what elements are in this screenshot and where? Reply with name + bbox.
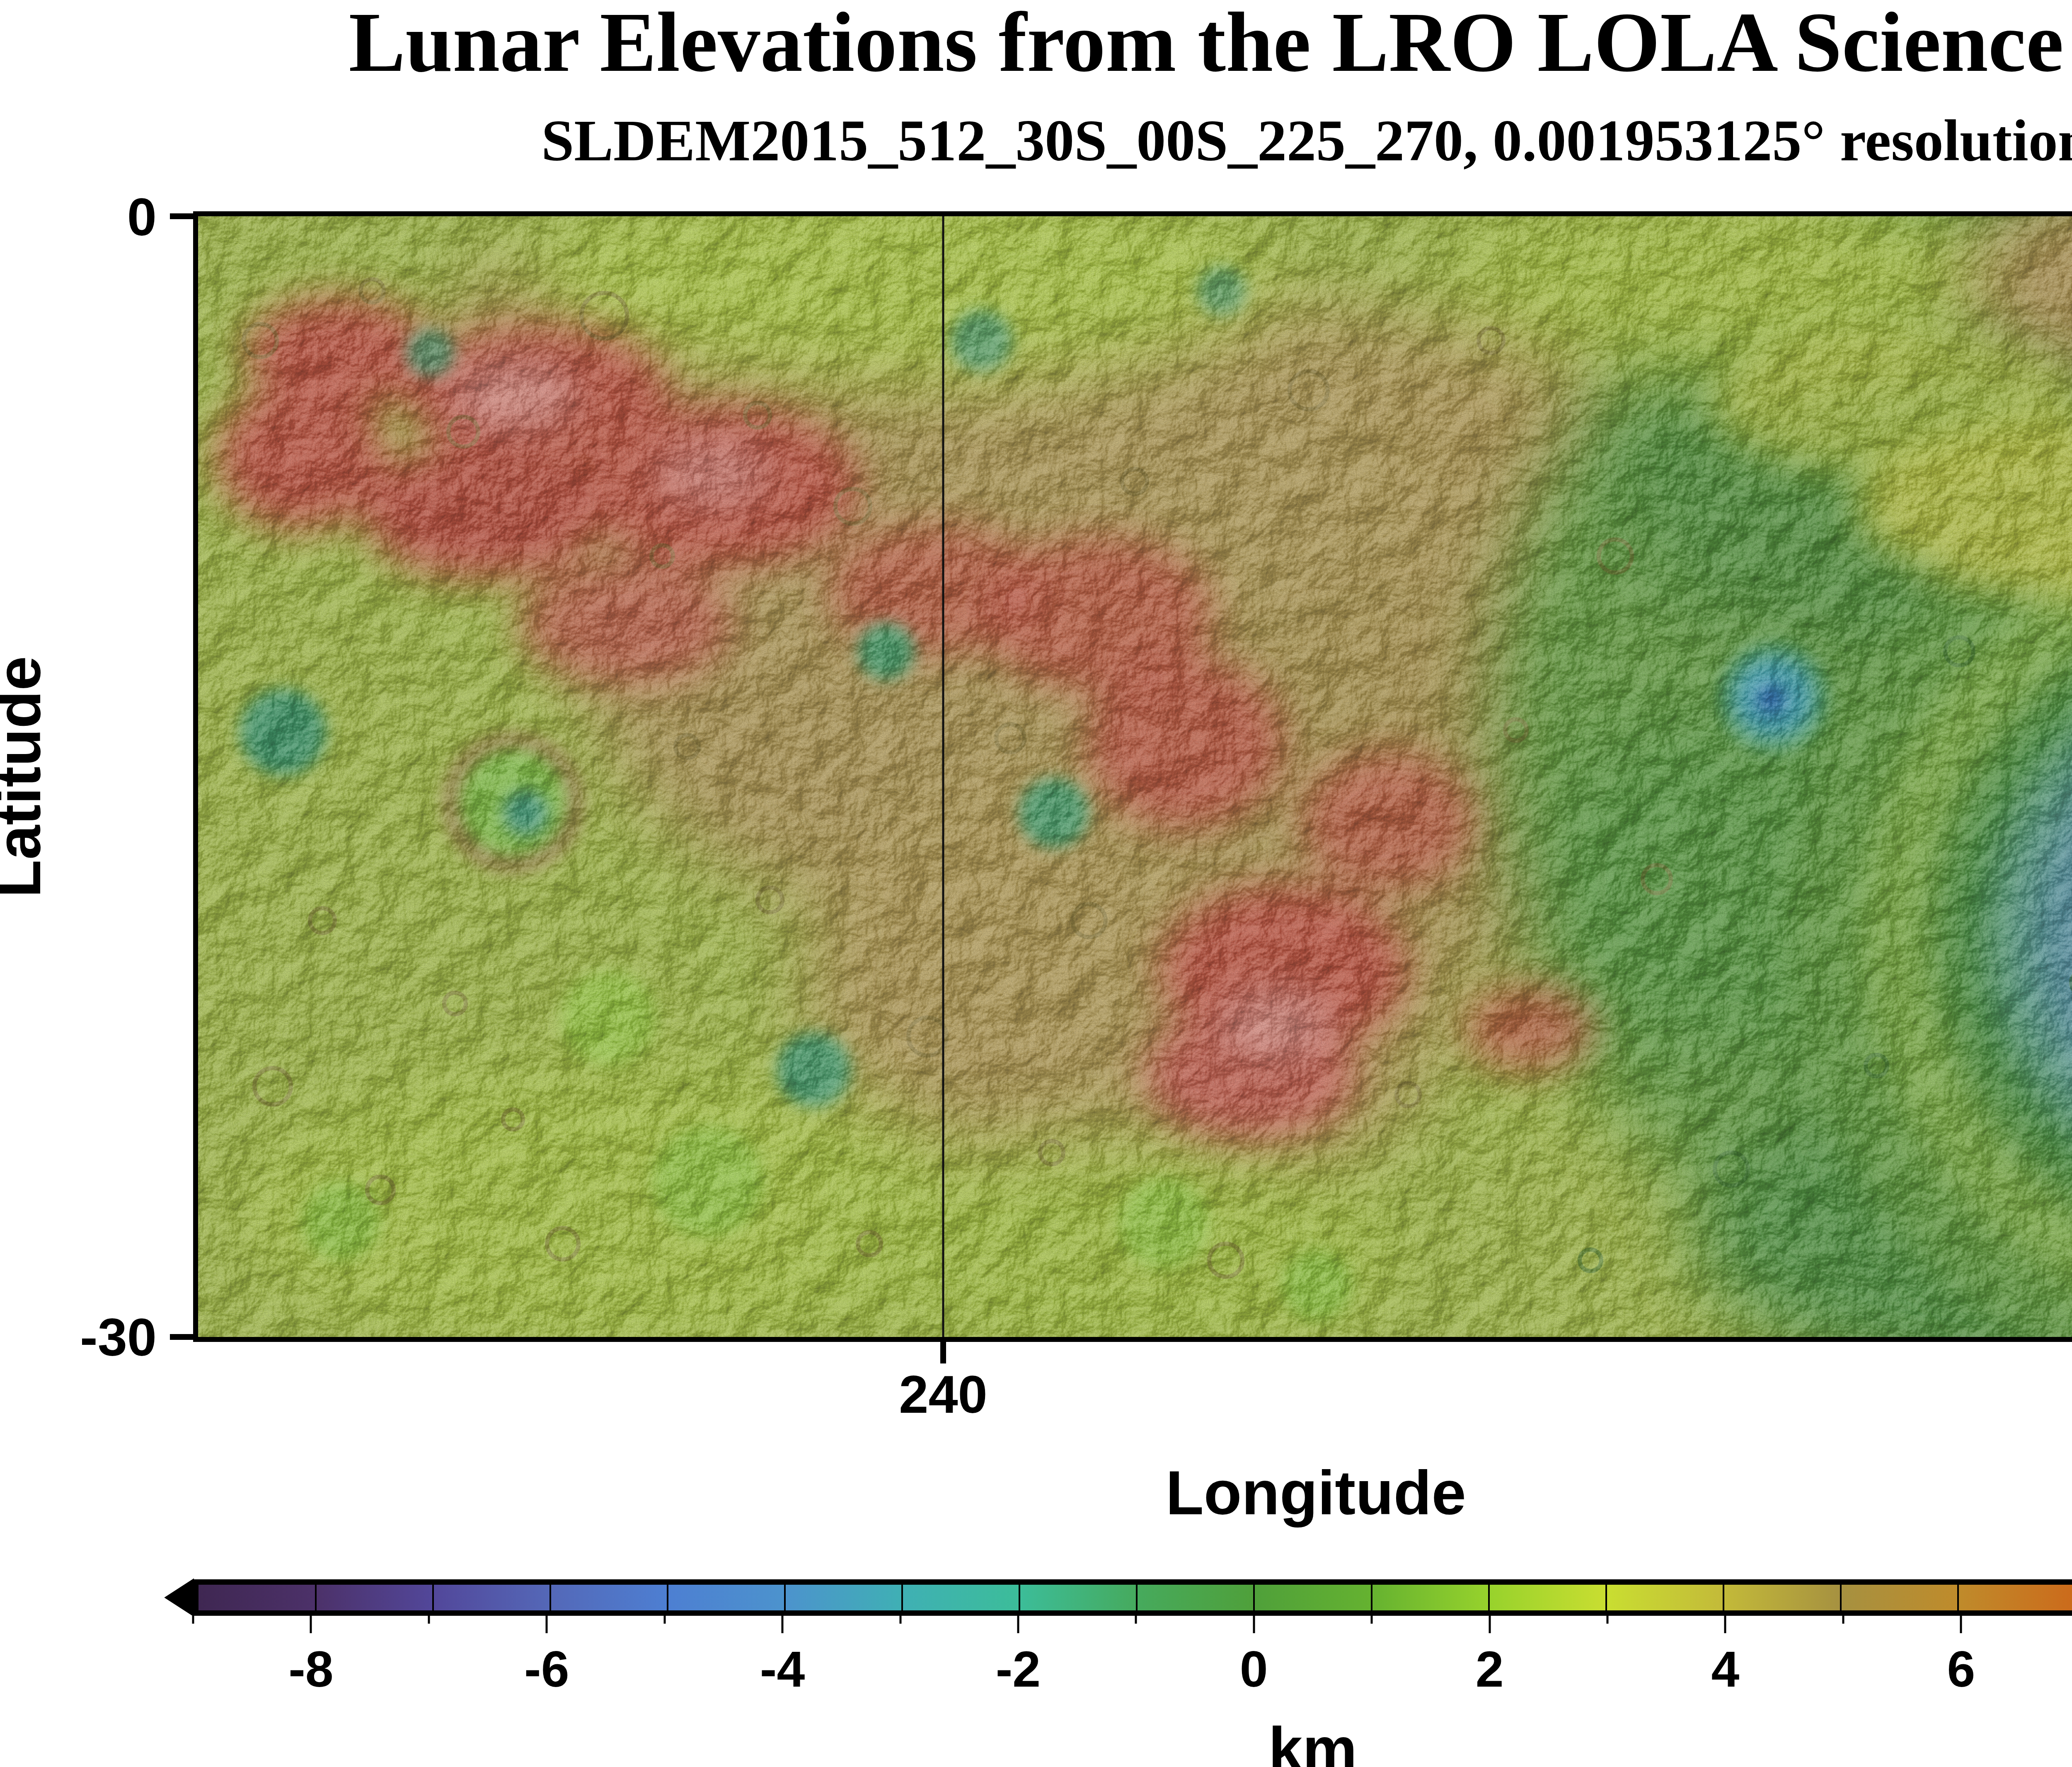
colorbar-gradient <box>193 1579 2072 1616</box>
colorbar-unit-label: km <box>193 1719 2072 1767</box>
figure-subtitle: SLDEM2015_512_30S_00S_225_270, 0.0019531… <box>198 111 2072 170</box>
y-tick-label-bottom: -30 <box>33 1311 157 1364</box>
colorbar-tick-mark <box>546 1616 548 1633</box>
colorbar-km-divider <box>1605 1585 1607 1610</box>
colorbar-tick-mark <box>1017 1616 1019 1633</box>
colorbar-tick-mark <box>1135 1616 1137 1624</box>
colorbar-km-divider <box>315 1585 317 1610</box>
colorbar-tick-mark <box>1842 1616 1844 1624</box>
colorbar-tick-mark <box>310 1616 312 1633</box>
colorbar-tick-mark <box>192 1616 194 1624</box>
map-panel <box>193 211 2072 1342</box>
colorbar-km-divider <box>1136 1585 1138 1610</box>
colorbar-km-divider <box>1253 1585 1255 1610</box>
colorbar-km-divider <box>1488 1585 1490 1610</box>
colorbar-km-divider <box>432 1585 434 1610</box>
y-axis-label: Latitude <box>0 656 50 897</box>
colorbar-km-divider <box>784 1585 786 1610</box>
colorbar-km-divider <box>549 1585 551 1610</box>
colorbar-km-divider <box>1723 1585 1724 1610</box>
colorbar-tick-mark <box>663 1616 666 1624</box>
colorbar-tick-mark <box>1960 1616 1962 1633</box>
colorbar-tick-mark <box>1253 1616 1255 1633</box>
colorbar-tick-label: -4 <box>760 1644 805 1694</box>
x-axis-label: Longitude <box>198 1462 2072 1524</box>
colorbar-km-divider <box>1957 1585 1959 1610</box>
colorbar-tick-label: 6 <box>1947 1644 1975 1694</box>
colorbar-tick-mark <box>782 1616 784 1633</box>
figure-title: Lunar Elevations from the LRO LOLA Scien… <box>198 0 2072 87</box>
colorbar-tick-label: 4 <box>1711 1644 1740 1694</box>
colorbar <box>193 1579 2072 1616</box>
colorbar-tick-label: -6 <box>524 1644 569 1694</box>
colorbar-km-divider <box>667 1585 668 1610</box>
colorbar-km-divider <box>1371 1585 1372 1610</box>
colorbar-tick-label: -8 <box>288 1644 333 1694</box>
x-tick-label-240: 240 <box>860 1368 1026 1421</box>
colorbar-tick-mark <box>428 1616 430 1624</box>
y-tick-mark-bottom <box>170 1334 193 1340</box>
colorbar-tick-mark <box>1607 1616 1609 1624</box>
colorbar-tick-label: 0 <box>1240 1644 1268 1694</box>
colorbar-tick-mark <box>899 1616 901 1624</box>
colorbar-km-divider <box>1019 1585 1020 1610</box>
colorbar-tick-mark <box>1724 1616 1726 1633</box>
figure-canvas: Lunar Elevations from the LRO LOLA Scien… <box>0 0 2072 1767</box>
colorbar-km-divider <box>1840 1585 1842 1610</box>
colorbar-tick-mark <box>1371 1616 1373 1624</box>
colorbar-km-divider <box>901 1585 903 1610</box>
colorbar-tick-mark <box>1489 1616 1491 1633</box>
lunar-terrain-map <box>198 216 2072 1337</box>
colorbar-underflow-arrow-icon <box>164 1578 194 1617</box>
colorbar-tick-label: 2 <box>1476 1644 1504 1694</box>
colorbar-tick-label: -2 <box>996 1644 1041 1694</box>
colorbar-tick-labels: -8 -6 -4 -2 0 2 4 6 8 10 <box>193 1644 2072 1698</box>
y-tick-label-top: 0 <box>33 191 157 244</box>
y-tick-mark-top <box>170 213 193 219</box>
colorbar-tick-marks <box>193 1616 2072 1635</box>
x-tick-mark-240 <box>940 1342 946 1363</box>
